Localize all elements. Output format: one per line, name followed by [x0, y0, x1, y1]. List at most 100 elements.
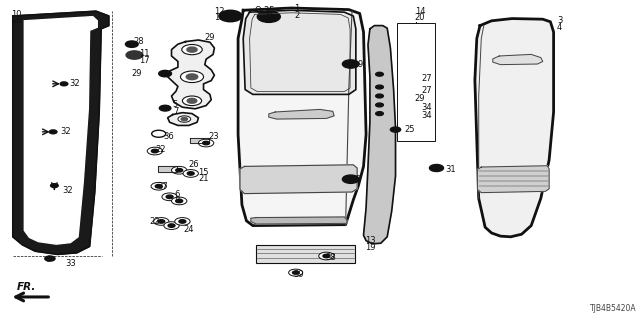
- Circle shape: [181, 117, 188, 121]
- Circle shape: [219, 10, 242, 22]
- Circle shape: [168, 224, 175, 227]
- Polygon shape: [243, 10, 356, 94]
- Circle shape: [172, 197, 187, 205]
- Polygon shape: [190, 138, 209, 143]
- Text: 31: 31: [445, 165, 456, 174]
- Text: 19: 19: [365, 243, 375, 252]
- Text: 32: 32: [69, 79, 80, 88]
- Text: 2: 2: [294, 11, 300, 20]
- Circle shape: [376, 94, 383, 98]
- Text: 34: 34: [421, 111, 432, 120]
- Circle shape: [203, 141, 209, 145]
- Circle shape: [166, 195, 173, 198]
- Text: 18: 18: [214, 13, 225, 22]
- Text: 37: 37: [157, 182, 168, 191]
- Text: 5: 5: [173, 100, 178, 109]
- Polygon shape: [251, 217, 347, 224]
- Text: FR.: FR.: [17, 282, 36, 292]
- Circle shape: [126, 51, 143, 59]
- Polygon shape: [158, 166, 177, 172]
- Polygon shape: [364, 26, 396, 244]
- Polygon shape: [24, 17, 97, 244]
- Circle shape: [176, 199, 182, 203]
- Text: 20: 20: [415, 13, 425, 22]
- Circle shape: [376, 103, 383, 107]
- Text: 4: 4: [557, 23, 562, 32]
- Text: 15: 15: [198, 168, 209, 177]
- Circle shape: [156, 185, 162, 188]
- Text: 36: 36: [163, 132, 174, 140]
- Circle shape: [342, 60, 359, 68]
- Text: 22: 22: [156, 145, 166, 154]
- Circle shape: [158, 220, 164, 223]
- Text: 39: 39: [293, 270, 304, 279]
- Circle shape: [159, 105, 171, 111]
- Text: 8: 8: [174, 196, 179, 205]
- Circle shape: [60, 82, 68, 86]
- Text: 14: 14: [415, 7, 425, 16]
- Circle shape: [164, 222, 179, 229]
- Text: 22: 22: [150, 217, 160, 226]
- Text: 27: 27: [421, 74, 432, 83]
- Circle shape: [182, 44, 202, 55]
- Circle shape: [198, 139, 214, 147]
- Polygon shape: [13, 11, 109, 254]
- Polygon shape: [238, 8, 366, 226]
- Circle shape: [292, 271, 299, 274]
- Circle shape: [176, 169, 182, 172]
- Text: 29: 29: [415, 94, 425, 103]
- Circle shape: [390, 127, 401, 132]
- Circle shape: [429, 164, 444, 172]
- Text: 32: 32: [60, 127, 71, 136]
- Circle shape: [376, 85, 383, 89]
- Text: 9: 9: [357, 60, 362, 69]
- Text: 3: 3: [557, 16, 562, 25]
- Circle shape: [152, 130, 166, 137]
- Text: 7: 7: [173, 107, 178, 116]
- Text: 17: 17: [140, 56, 150, 65]
- Circle shape: [172, 166, 187, 174]
- Text: 29: 29: [205, 33, 215, 42]
- Circle shape: [183, 170, 198, 177]
- Polygon shape: [168, 113, 198, 125]
- Text: 34: 34: [421, 103, 432, 112]
- Circle shape: [175, 218, 190, 225]
- Circle shape: [147, 147, 163, 155]
- Text: 30: 30: [262, 12, 273, 21]
- Circle shape: [187, 99, 197, 103]
- Circle shape: [51, 184, 58, 188]
- Circle shape: [323, 254, 330, 258]
- Text: 23: 23: [209, 132, 220, 141]
- Circle shape: [186, 74, 198, 80]
- Circle shape: [188, 172, 194, 175]
- Circle shape: [154, 218, 169, 225]
- Text: 25: 25: [404, 125, 415, 134]
- Text: 6: 6: [174, 190, 179, 199]
- Text: 27: 27: [421, 86, 432, 95]
- Text: 26: 26: [189, 160, 200, 169]
- Polygon shape: [240, 165, 357, 194]
- Polygon shape: [168, 40, 214, 109]
- Circle shape: [182, 96, 202, 106]
- Circle shape: [179, 220, 186, 223]
- Text: 13: 13: [365, 236, 376, 245]
- Circle shape: [125, 41, 138, 47]
- Circle shape: [178, 116, 191, 122]
- Circle shape: [162, 193, 177, 201]
- Text: 1: 1: [294, 4, 300, 13]
- Text: 16: 16: [12, 16, 22, 25]
- Text: 38: 38: [325, 253, 336, 262]
- Polygon shape: [475, 19, 554, 237]
- Polygon shape: [477, 166, 549, 193]
- Text: 32: 32: [63, 186, 74, 195]
- Circle shape: [151, 182, 166, 190]
- Text: 10: 10: [12, 10, 22, 19]
- Circle shape: [45, 256, 55, 261]
- FancyBboxPatch shape: [256, 245, 355, 263]
- Text: 12: 12: [214, 7, 225, 16]
- Text: 9: 9: [356, 175, 361, 184]
- Text: TJB4B5420A: TJB4B5420A: [590, 304, 637, 313]
- Circle shape: [180, 71, 204, 83]
- Polygon shape: [269, 109, 334, 119]
- Text: 29: 29: [132, 69, 142, 78]
